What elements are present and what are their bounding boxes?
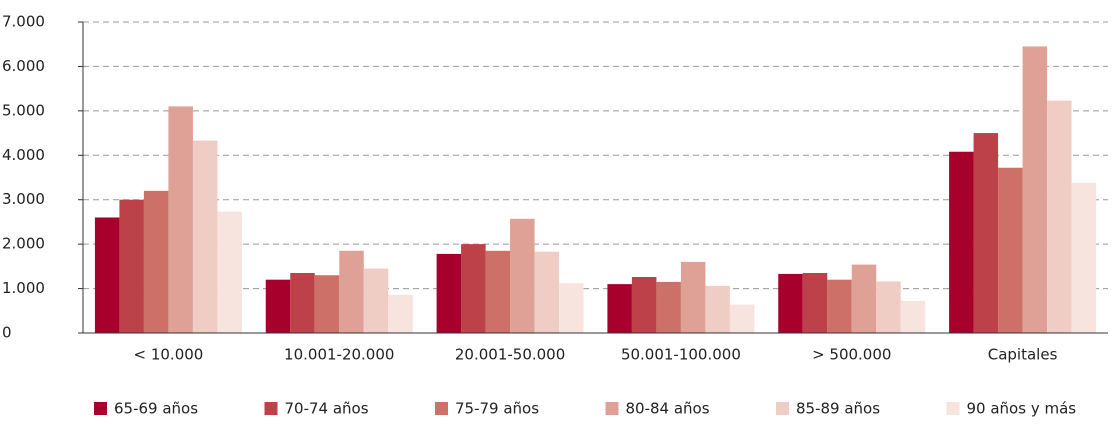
bar: [510, 218, 535, 333]
bar: [973, 133, 999, 333]
bar: [680, 261, 706, 333]
bar: [192, 140, 218, 333]
bar: [949, 151, 974, 333]
bar: [900, 301, 926, 333]
bar: [1071, 182, 1097, 333]
bar: [705, 285, 730, 333]
bar: [876, 281, 901, 333]
bar: [851, 264, 877, 333]
y-tick-label: 7.000: [2, 13, 45, 31]
bar: [217, 211, 242, 333]
x-tick-label: < 10.000: [134, 346, 204, 364]
legend-swatch: [776, 402, 789, 415]
bar: [339, 250, 364, 333]
bar: [656, 281, 681, 333]
bar: [631, 277, 657, 333]
bar: [363, 268, 389, 333]
bar: [827, 279, 852, 333]
bar: [314, 275, 340, 333]
bar: [559, 283, 584, 333]
bar: [729, 304, 755, 333]
bar: [290, 273, 315, 333]
y-tick-label: 4.000: [2, 146, 45, 164]
legend-label: 90 años y más: [967, 400, 1077, 418]
y-tick-label: 3.000: [2, 190, 45, 208]
legend-label: 75-79 años: [455, 400, 539, 418]
bar: [485, 250, 511, 333]
bar: [143, 190, 169, 333]
bar: [998, 167, 1023, 333]
legend-swatch: [264, 402, 278, 415]
legend-label: 80-84 años: [626, 400, 710, 418]
bar: [168, 106, 193, 334]
bar: [1047, 100, 1072, 333]
bar: [119, 199, 144, 333]
legend-swatch: [435, 402, 448, 415]
y-tick-label: 5.000: [2, 101, 45, 119]
bar: [436, 253, 462, 333]
legend-swatch: [946, 402, 960, 415]
bar: [94, 217, 120, 333]
x-tick-label: 10.001-20.000: [284, 346, 394, 364]
bar: [461, 244, 486, 333]
bar: [534, 251, 560, 333]
bar: [607, 284, 632, 333]
bar: [778, 273, 803, 333]
legend-swatch: [605, 402, 619, 415]
bar: [802, 273, 828, 333]
legend-label: 65-69 años: [114, 400, 198, 418]
x-tick-label: Capitales: [988, 346, 1058, 364]
bar: [265, 279, 291, 333]
legend-swatch: [94, 402, 107, 415]
x-tick-label: > 500.000: [812, 346, 891, 364]
bar: [1022, 46, 1048, 333]
y-tick-label: 0: [2, 324, 12, 342]
x-tick-label: 50.001-100.000: [621, 346, 741, 364]
legend-label: 70-74 años: [285, 400, 369, 418]
legend-label: 85-89 años: [796, 400, 880, 418]
y-tick-label: 1.000: [2, 279, 45, 297]
bar: [388, 294, 413, 333]
y-tick-label: 6.000: [2, 57, 45, 75]
y-tick-label: 2.000: [2, 235, 45, 253]
x-tick-label: 20.001-50.000: [455, 346, 565, 364]
